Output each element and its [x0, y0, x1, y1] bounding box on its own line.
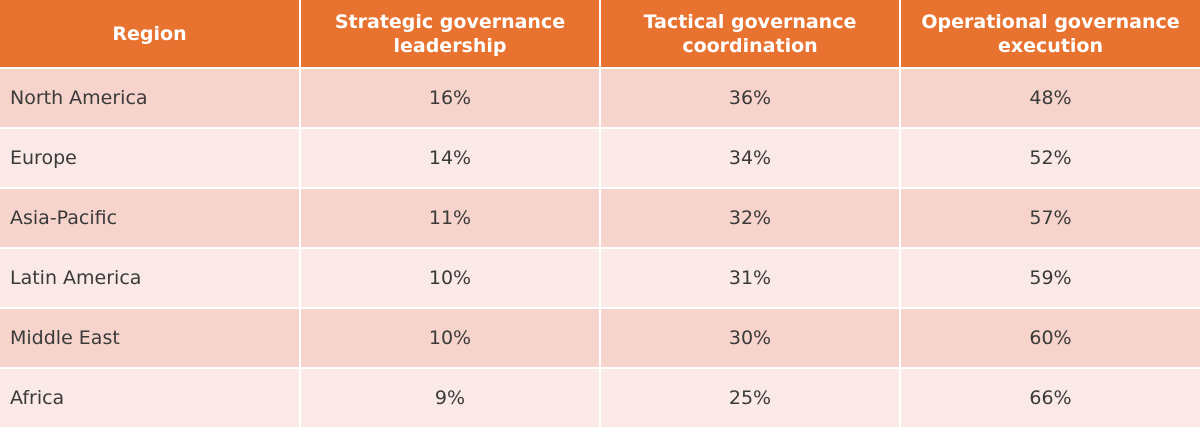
- column-header: Region: [0, 0, 299, 67]
- table-cell: 14%: [301, 129, 599, 187]
- table-cell: 60%: [901, 309, 1200, 367]
- table-cell: 48%: [901, 69, 1200, 127]
- table-cell: 32%: [601, 189, 899, 247]
- table-cell: 34%: [601, 129, 899, 187]
- row-label: Latin America: [0, 249, 299, 307]
- table-cell: 25%: [601, 369, 899, 427]
- row-label: North America: [0, 69, 299, 127]
- table-cell: 36%: [601, 69, 899, 127]
- column-header: Tactical governance coordination: [601, 0, 899, 67]
- row-label: Middle East: [0, 309, 299, 367]
- row-label: Europe: [0, 129, 299, 187]
- column-header: Strategic governance leadership: [301, 0, 599, 67]
- table-cell: 9%: [301, 369, 599, 427]
- row-label: Asia-Pacific: [0, 189, 299, 247]
- table-cell: 10%: [301, 309, 599, 367]
- row-label: Africa: [0, 369, 299, 427]
- table-cell: 10%: [301, 249, 599, 307]
- table-cell: 16%: [301, 69, 599, 127]
- table-cell: 59%: [901, 249, 1200, 307]
- table-cell: 57%: [901, 189, 1200, 247]
- table-cell: 52%: [901, 129, 1200, 187]
- table-cell: 31%: [601, 249, 899, 307]
- table-cell: 66%: [901, 369, 1200, 427]
- table-cell: 30%: [601, 309, 899, 367]
- column-header: Operational governance execution: [901, 0, 1200, 67]
- table-cell: 11%: [301, 189, 599, 247]
